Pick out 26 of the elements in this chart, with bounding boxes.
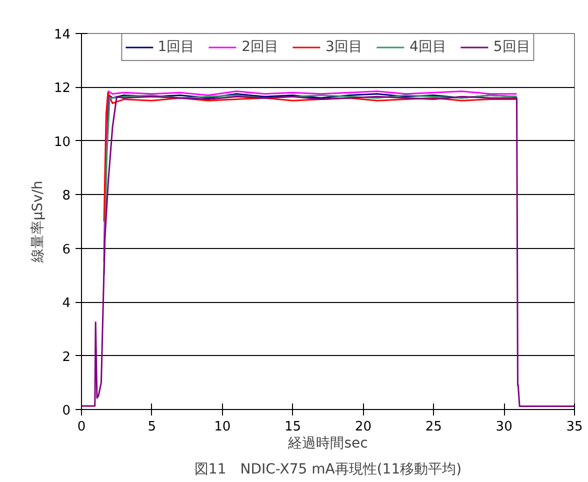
x-tick-label: 0 [77,420,86,434]
x-tick-label: 10 [214,420,231,434]
legend-label: 4回目 [409,38,446,56]
legend-label: 1回目 [158,38,195,56]
x-tick-label: 5 [148,420,156,434]
line-series [82,96,574,408]
legend-label: 5回目 [493,38,530,56]
x-tick-label: 30 [496,420,512,434]
x-tick-label: 20 [354,420,372,434]
y-tick-label: 6 [62,242,71,258]
y-tick-label: 10 [54,134,71,150]
x-tick-label: 35 [566,420,583,434]
x-tick-label: 15 [284,420,302,434]
line-series [103,92,518,222]
text: 図11 NDIC-X75 mA再現性(11移動平均) [194,462,462,478]
y-tick-label: 4 [62,296,71,312]
y-tick-label: 12 [54,81,71,96]
y-tick-label: 14 [54,28,71,42]
y-tick-label: 0 [62,404,71,418]
x-tick-label: 25 [425,420,442,434]
y-axis-title: 線量率μSv/h [30,180,46,264]
y-tick-label: 2 [62,350,71,365]
y-tick-label: 8 [62,188,71,204]
x-axis-title: 経過時間sec [287,436,368,452]
legend-label: 3回目 [326,38,362,56]
legend-label: 2回目 [242,38,279,56]
